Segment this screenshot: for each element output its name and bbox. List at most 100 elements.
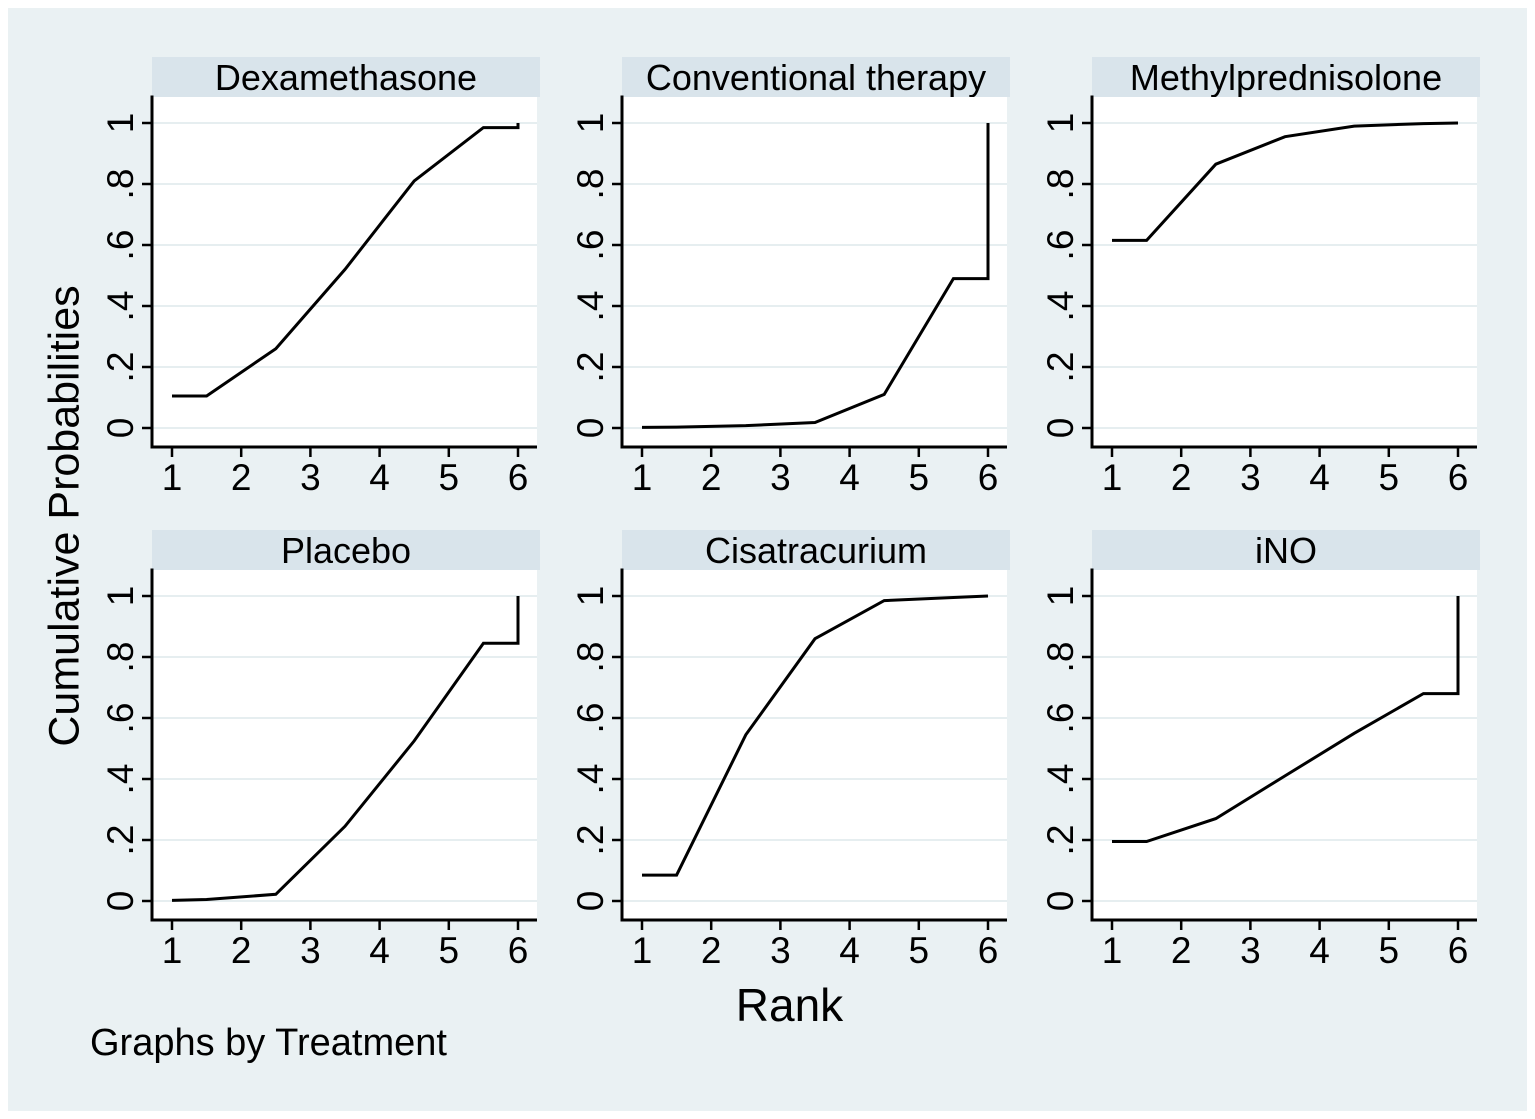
plot-area — [622, 97, 1007, 447]
y-tick-label: .8 — [100, 642, 141, 673]
y-tick-label: .6 — [100, 703, 141, 734]
y-tick-label: .8 — [1040, 642, 1081, 673]
y-tick-label: .4 — [1040, 291, 1081, 322]
x-tick-label: 4 — [839, 457, 860, 498]
x-tick-label: 3 — [770, 457, 791, 498]
x-tick-label: 2 — [1171, 457, 1192, 498]
x-axis-title: Rank — [735, 979, 844, 1031]
x-tick-label: 5 — [439, 930, 460, 971]
y-tick-label: .4 — [100, 764, 141, 795]
x-tick-label: 1 — [162, 930, 183, 971]
panel-title-strip — [1092, 57, 1480, 97]
y-tick-label: .2 — [100, 825, 141, 856]
panel-title-cisatracurium: Cisatracurium — [705, 530, 927, 571]
x-tick-label: 1 — [1102, 930, 1123, 971]
x-tick-label: 5 — [1379, 930, 1400, 971]
panel-title-strip — [622, 530, 1010, 570]
by-graph-note: Graphs by Treatment — [90, 1022, 447, 1064]
x-tick-label: 4 — [839, 930, 860, 971]
x-tick-label: 4 — [1309, 457, 1330, 498]
x-tick-label: 6 — [1448, 930, 1469, 971]
y-tick-label: 0 — [570, 418, 611, 439]
series-line-dexamethasone — [172, 123, 520, 398]
x-tick-label: 2 — [701, 930, 722, 971]
x-tick-label: 6 — [508, 457, 529, 498]
y-tick-label: 0 — [100, 891, 141, 912]
y-tick-label: 1 — [570, 113, 611, 134]
y-tick-label: .8 — [100, 169, 141, 200]
panel-title-strip — [152, 530, 540, 570]
y-tick-label: .6 — [570, 703, 611, 734]
x-tick-label: 4 — [369, 930, 390, 971]
y-tick-label: .6 — [1040, 230, 1081, 261]
panel-title-strip — [152, 57, 540, 97]
plot-area — [152, 570, 537, 920]
panel-title-methylprednisolone: Methylprednisolone — [1130, 57, 1442, 98]
x-tick-label: 3 — [1240, 457, 1261, 498]
y-tick-label: .2 — [1040, 352, 1081, 383]
y-tick-label: .6 — [570, 230, 611, 261]
x-tick-label: 4 — [369, 457, 390, 498]
x-tick-label: 6 — [978, 457, 999, 498]
x-tick-label: 3 — [300, 930, 321, 971]
panel-dexamethasone: Dexamethasone 0 .2 .4 .6 .8 1 1 2 3 4 5 6 — [100, 57, 540, 498]
panel-title-strip — [1092, 530, 1480, 570]
x-tick-label: 2 — [231, 457, 252, 498]
x-tick-label: 6 — [978, 930, 999, 971]
panel-grid: Dexamethasone 0 .2 .4 .6 .8 1 1 2 3 4 5 6 Conventiona… — [97, 57, 1482, 971]
y-tick-label: 1 — [570, 586, 611, 607]
figure-background: Cumulative Probabilities Dexamethasone 0.… — [8, 8, 1527, 1111]
panel-title-strip — [622, 57, 1010, 97]
panel-placebo: Placebo 0 .2 .4 .6 .8 1 1 2 3 4 5 6 — [100, 530, 540, 971]
series-line-cisatracurium — [642, 594, 989, 877]
y-tick-label: .6 — [1040, 703, 1081, 734]
x-tick-label: 3 — [300, 457, 321, 498]
panel-title-conventional-therapy: Conventional therapy — [646, 57, 986, 98]
plot-area — [622, 570, 1007, 920]
plot-area — [1092, 570, 1477, 920]
y-tick-label: 1 — [100, 113, 141, 134]
panel-conventional-therapy: Conventional therapy 0 .2 .4 .6 .8 1 1 2 3 4 5 6 — [570, 57, 1010, 498]
y-tick-label: .2 — [570, 352, 611, 383]
panel-cisatracurium: Cisatracurium 0 .2 .4 .6 .8 1 1 2 3 4 5 6 — [570, 530, 1010, 971]
y-tick-label: 0 — [1040, 418, 1081, 439]
y-tick-label: .8 — [1040, 169, 1081, 200]
series-line-methylprednisolone — [1112, 121, 1459, 242]
y-tick-label: .8 — [570, 642, 611, 673]
x-tick-label: 2 — [231, 930, 252, 971]
x-tick-label: 6 — [1448, 457, 1469, 498]
y-tick-label: 1 — [100, 586, 141, 607]
panel-title-placebo: Placebo — [281, 530, 411, 571]
x-tick-label: 5 — [909, 457, 930, 498]
y-tick-label: .4 — [570, 764, 611, 795]
x-tick-label: 5 — [1379, 457, 1400, 498]
panel-methylprednisolone: Methylprednisolone 0 .2 .4 .6 .8 1 1 2 3 4 5 6 — [1040, 57, 1480, 498]
y-tick-label: .6 — [100, 230, 141, 261]
panel-title-ino: iNO — [1255, 530, 1317, 571]
y-tick-label: 0 — [570, 891, 611, 912]
series-line-placebo — [171, 596, 520, 902]
y-tick-label: 0 — [1040, 891, 1081, 912]
x-tick-label: 1 — [632, 457, 653, 498]
series-line-ino — [1112, 596, 1460, 843]
y-tick-label: .2 — [1040, 825, 1081, 856]
y-tick-label: .2 — [100, 352, 141, 383]
series-line-conventional-therapy — [641, 123, 990, 429]
panel-title-dexamethasone: Dexamethasone — [215, 57, 477, 98]
x-tick-label: 4 — [1309, 930, 1330, 971]
y-tick-label: .2 — [570, 825, 611, 856]
x-tick-label: 2 — [701, 457, 722, 498]
y-tick-label: 1 — [1040, 586, 1081, 607]
y-axis-title: Cumulative Probabilities — [40, 285, 89, 747]
x-tick-label: 2 — [1171, 930, 1192, 971]
x-tick-label: 5 — [909, 930, 930, 971]
x-tick-label: 6 — [508, 930, 529, 971]
x-tick-label: 5 — [439, 457, 460, 498]
x-tick-label: 1 — [632, 930, 653, 971]
y-tick-label: 1 — [1040, 113, 1081, 134]
x-tick-label: 1 — [1102, 457, 1123, 498]
y-tick-label: 0 — [100, 418, 141, 439]
x-tick-label: 3 — [770, 930, 791, 971]
panel-ino: iNO 0 .2 .4 .6 .8 1 1 2 3 4 5 6 — [1040, 530, 1480, 971]
y-tick-label: .4 — [570, 291, 611, 322]
